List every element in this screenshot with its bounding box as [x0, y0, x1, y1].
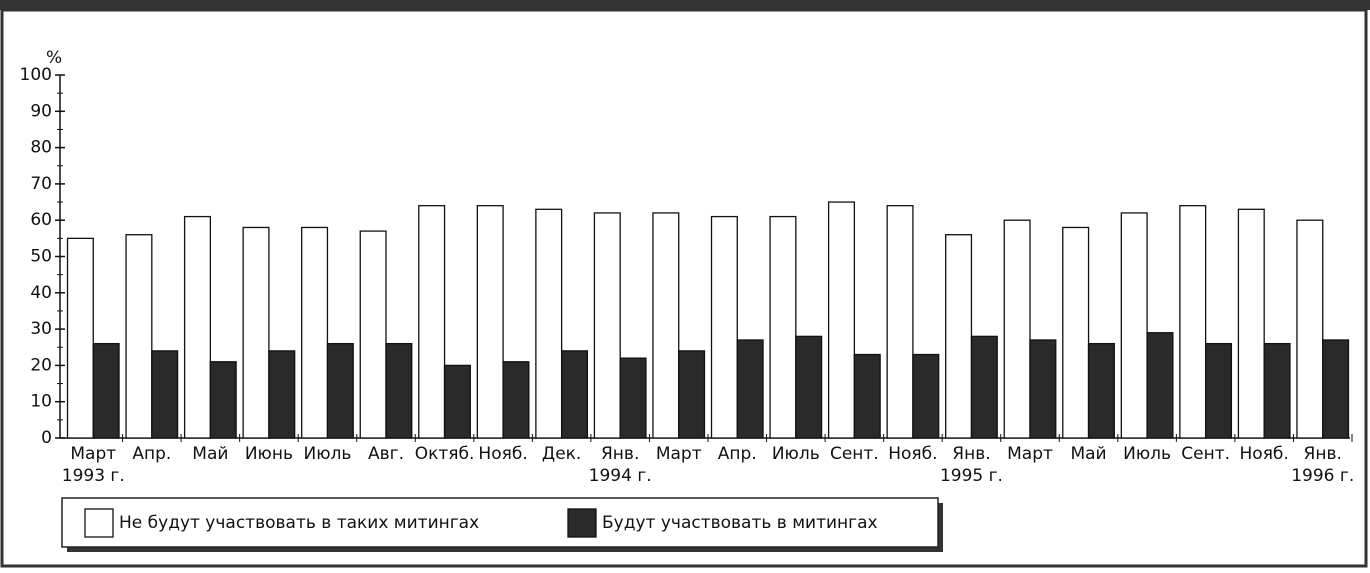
bar	[476, 205, 504, 439]
x-tick-label: Июль	[772, 444, 820, 464]
bar	[1087, 342, 1115, 439]
bar	[326, 342, 354, 439]
bar	[1204, 342, 1233, 439]
bar	[268, 350, 296, 439]
x-tick-label: Октяб.	[415, 444, 475, 464]
bar	[1062, 226, 1090, 439]
x-tick-label: 1996 г.	[1291, 466, 1354, 486]
x-tick-label: Май	[1070, 444, 1106, 464]
x-tick-label: Нояб.	[888, 444, 937, 464]
bar	[1029, 339, 1057, 439]
bar	[945, 234, 973, 439]
bar	[1237, 208, 1265, 439]
bar	[970, 335, 998, 439]
y-tick-label: 30	[30, 319, 52, 339]
bar	[1179, 205, 1207, 439]
y-tick-label: 50	[30, 247, 52, 267]
legend-label: Не будут участвовать в таких митингах	[119, 513, 479, 533]
x-tick-label: 1995 г.	[940, 466, 1003, 486]
x-tick-label: Янв.	[601, 444, 639, 464]
y-tick-label: 40	[30, 283, 52, 303]
y-tick-label: 20	[30, 355, 52, 375]
x-tick-label: Сент.	[1181, 444, 1230, 464]
x-tick-label: Сент.	[830, 444, 879, 464]
y-tick-label: 0	[41, 428, 52, 448]
bar	[1120, 212, 1148, 439]
bar	[92, 342, 120, 439]
y-tick-label: 80	[30, 138, 52, 158]
bar	[418, 205, 446, 439]
x-tick-label: Нояб.	[1240, 444, 1289, 464]
x-tick-label: 1994 г.	[589, 466, 652, 486]
bar	[385, 342, 413, 439]
bar	[1146, 332, 1174, 439]
x-tick-label: Март	[656, 444, 702, 464]
x-tick-label: Нояб.	[478, 444, 527, 464]
y-tick-label: 70	[30, 174, 52, 194]
x-tick-label: Авг.	[368, 444, 404, 464]
bar	[66, 237, 94, 439]
x-tick-label: Июнь	[245, 444, 293, 464]
bar	[1003, 219, 1031, 439]
legend-swatch	[84, 508, 114, 538]
y-tick-label: 90	[30, 101, 52, 121]
bar	[827, 201, 856, 439]
bar	[359, 230, 387, 439]
bar	[619, 357, 647, 439]
x-tick-label: Июль	[303, 444, 351, 464]
x-tick-label: Янв.	[1304, 444, 1342, 464]
x-tick-label: Дек.	[542, 444, 581, 464]
bar	[795, 335, 823, 439]
x-tick-label: Май	[192, 444, 228, 464]
bar	[502, 361, 530, 439]
bar	[678, 350, 706, 439]
y-tick-label: 100	[20, 65, 52, 85]
x-tick-label: Апр.	[718, 444, 757, 464]
x-tick-label: Июль	[1123, 444, 1171, 464]
bar	[1263, 342, 1291, 439]
bar	[301, 226, 329, 439]
bar	[151, 350, 179, 439]
bar	[535, 208, 563, 439]
bar	[209, 361, 237, 439]
y-axis-label: %	[46, 48, 62, 68]
frame-top	[0, 0, 1370, 10]
bar	[593, 212, 621, 439]
bar	[125, 234, 153, 439]
bar	[853, 353, 881, 439]
x-tick-label: 1993 г.	[62, 466, 125, 486]
legend	[61, 497, 939, 548]
legend-swatch	[567, 508, 597, 538]
bar	[443, 364, 471, 439]
bar	[886, 205, 914, 439]
bar	[652, 212, 680, 439]
x-tick-label: Янв.	[952, 444, 990, 464]
legend-label: Будут участвовать в митингах	[602, 513, 878, 533]
bar	[912, 353, 940, 439]
frame	[0, 8, 1368, 568]
x-tick-label: Март	[1007, 444, 1053, 464]
bar	[710, 215, 738, 439]
bar	[1322, 339, 1350, 439]
bar	[242, 226, 270, 439]
y-tick-label: 60	[30, 210, 52, 230]
y-tick-label: 10	[30, 392, 52, 412]
bar	[736, 339, 764, 439]
bar	[1296, 219, 1324, 439]
x-tick-label: Апр.	[132, 444, 171, 464]
bar	[769, 215, 797, 439]
bar	[183, 215, 212, 439]
bar	[560, 350, 589, 439]
x-tick-label: Март	[70, 444, 116, 464]
